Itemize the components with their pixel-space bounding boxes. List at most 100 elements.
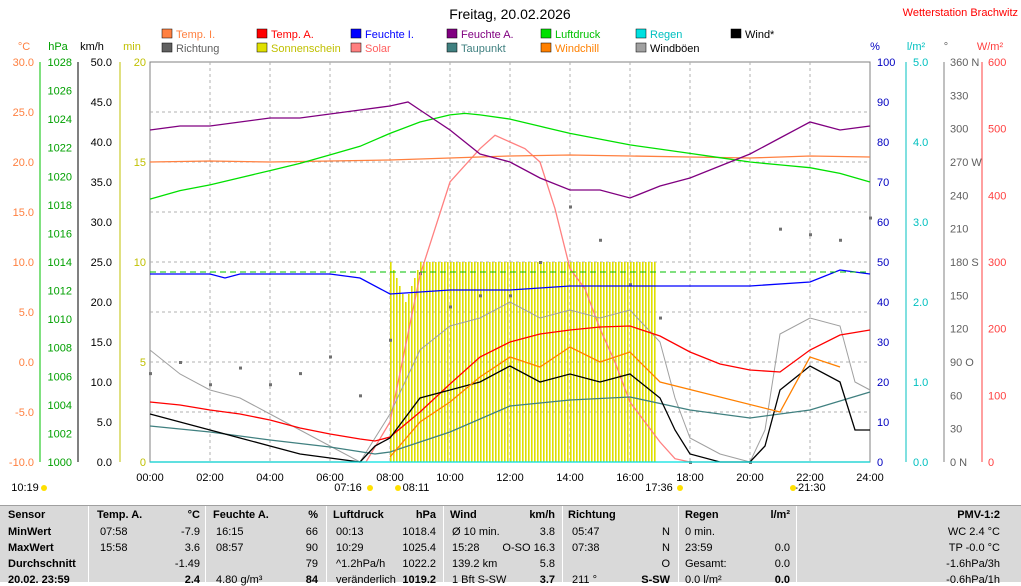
- header-humid-unit: %: [308, 509, 318, 521]
- row-label: MaxWert: [8, 542, 54, 554]
- legend-label: Richtung: [176, 43, 219, 55]
- sunshine-bar: [450, 262, 452, 462]
- temp-time: 07:58: [100, 526, 128, 538]
- sunshine-bar: [426, 262, 428, 462]
- table-separator: [796, 506, 797, 582]
- direction-point: [149, 372, 152, 376]
- dir-tick: 90 O: [950, 357, 974, 369]
- sunshine-bar: [489, 262, 491, 462]
- pct-tick: 10: [877, 417, 889, 429]
- kmh-tick: 35.0: [91, 177, 112, 189]
- legend-swatch: [256, 28, 268, 39]
- solar-tick: 0: [988, 457, 994, 469]
- direction-point: [329, 355, 332, 359]
- legend-swatch: [256, 42, 268, 53]
- kmh-tick: 0.0: [97, 457, 112, 469]
- sunshine-bar: [420, 262, 422, 462]
- rain-tick: 0.0: [913, 457, 928, 469]
- sunshine-bar: [537, 262, 539, 462]
- x-tick: 20:00: [736, 472, 764, 484]
- pct-tick: 40: [877, 297, 889, 309]
- rain-tick: 3.0: [913, 217, 928, 229]
- press-time: ^1.2hPa/h: [336, 558, 386, 570]
- sunshine-bar: [423, 262, 425, 462]
- pmv-value: -0.6hPa/1h: [946, 574, 1000, 586]
- wind-value: 3.8: [539, 526, 555, 538]
- sunshine-bar: [462, 262, 464, 462]
- direction-point: [509, 294, 512, 298]
- sunshine-bar: [543, 262, 545, 462]
- direction-point: [299, 372, 302, 376]
- kmh-tick: 20.0: [91, 297, 112, 309]
- min-tick: 15: [134, 157, 146, 169]
- dir-tick: 270 W: [950, 157, 982, 169]
- header-temp: Temp. A.: [97, 509, 143, 521]
- pmv-value: TP -0.0 °C: [948, 542, 1000, 554]
- sunshine-bar: [576, 262, 578, 462]
- row-label: Durchschnitt: [8, 558, 76, 570]
- dir-time: 211 °: [572, 574, 597, 586]
- x-tick: 14:00: [556, 472, 584, 484]
- press-value: 1019.2: [402, 574, 436, 586]
- header-dir: Richtung: [568, 509, 616, 521]
- sunshine-bar: [393, 270, 395, 462]
- sunshine-bar: [396, 278, 398, 462]
- series-feuchte-a-: [149, 101, 871, 199]
- dir-tick: 0 N: [950, 457, 967, 469]
- rain-tick: 5.0: [913, 57, 928, 69]
- header-wind: Wind: [450, 509, 477, 521]
- hpa-tick: 1008: [48, 343, 72, 355]
- sunshine-bar: [570, 262, 572, 462]
- header-pmv: PMV-1:2: [957, 509, 1000, 521]
- dir-tick: 60: [950, 390, 962, 402]
- min-tick: 0: [140, 457, 146, 469]
- press-value: 1022.2: [402, 558, 436, 570]
- temp-tick: 30.0: [13, 57, 34, 69]
- dir-tick: 180 S: [950, 257, 979, 269]
- sunshine-bar: [507, 262, 509, 462]
- solar-tick: 600: [988, 57, 1006, 69]
- sunshine-bar: [411, 286, 413, 462]
- direction-point: [869, 216, 872, 220]
- dir-time: 07:38: [572, 542, 600, 554]
- direction-point: [599, 238, 602, 242]
- kmh-tick: 25.0: [91, 257, 112, 269]
- kmh-tick: 45.0: [91, 97, 112, 109]
- dir-value: O: [661, 558, 670, 570]
- sunshine-bar: [432, 262, 434, 462]
- legend-label: Solar: [365, 43, 391, 55]
- sunshine-bar: [495, 262, 497, 462]
- kmh-tick: 10.0: [91, 377, 112, 389]
- dir-value: N: [662, 542, 670, 554]
- x-tick: 10:00: [436, 472, 464, 484]
- hpa-tick: 1024: [48, 114, 72, 126]
- direction-point: [239, 366, 242, 370]
- sunshine-bar: [645, 262, 647, 462]
- dir-value: S-SW: [641, 574, 670, 586]
- pct-tick: 50: [877, 257, 889, 269]
- station-name: Wetterstation Brachwitz: [903, 7, 1018, 19]
- legend-swatch: [446, 28, 458, 39]
- pmv-value: -1.6hPa/3h: [946, 558, 1000, 570]
- temp-value: -7.9: [181, 526, 200, 538]
- sunshine-bar: [540, 262, 542, 462]
- header-press-unit: hPa: [415, 509, 436, 521]
- dir-tick: 240: [950, 190, 968, 202]
- pmv-value: WC 2.4 °C: [947, 526, 1000, 538]
- pct-tick: 100: [877, 57, 895, 69]
- sunshine-bar: [651, 262, 653, 462]
- kmh-tick: 30.0: [91, 217, 112, 229]
- series-temp-a-: [149, 325, 871, 442]
- kmh-tick: 5.0: [97, 417, 112, 429]
- hpa-tick: 1012: [48, 286, 72, 298]
- pct-tick: 30: [877, 337, 889, 349]
- sunshine-bar: [633, 262, 635, 462]
- x-tick: 22:00: [796, 472, 824, 484]
- sunshine-bar: [585, 262, 587, 462]
- sunshine-bar: [417, 270, 419, 462]
- left-unit: hPa: [48, 41, 68, 53]
- solar-tick: 200: [988, 324, 1006, 336]
- sunshine-bar: [483, 262, 485, 462]
- wind-value: O-SO 16.3: [502, 542, 555, 554]
- x-tick: 02:00: [196, 472, 224, 484]
